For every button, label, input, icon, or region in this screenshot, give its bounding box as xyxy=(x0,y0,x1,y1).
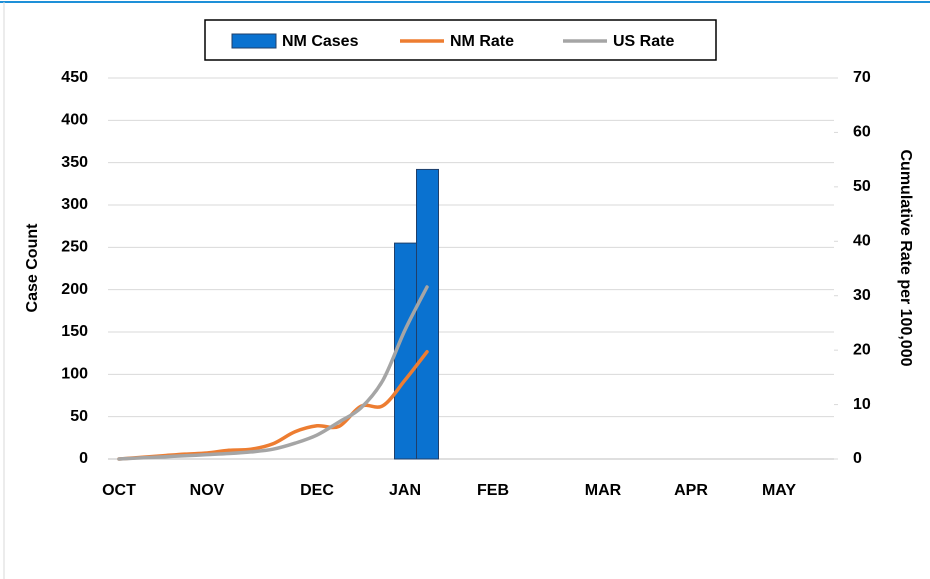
y2-tick-label: 40 xyxy=(853,233,871,250)
y-tick-label: 200 xyxy=(61,281,88,298)
y2-tick-label: 30 xyxy=(853,287,871,304)
y-tick-label: 150 xyxy=(61,323,88,340)
x-tick-label: DEC xyxy=(300,482,334,499)
y2-tick-label: 0 xyxy=(853,450,862,467)
y-tick-label: 300 xyxy=(61,196,88,213)
legend-label: NM Cases xyxy=(282,33,359,50)
y2-axis-label: Cumulative Rate per 100,000 xyxy=(897,150,914,367)
x-tick-label: MAR xyxy=(585,482,622,499)
y-axis-label: Case Count xyxy=(24,223,41,313)
x-tick-label: NOV xyxy=(190,482,225,499)
y-tick-label: 250 xyxy=(61,239,88,256)
x-tick-label: OCT xyxy=(102,482,136,499)
y-tick-label: 350 xyxy=(61,154,88,171)
y-tick-label: 400 xyxy=(61,112,88,129)
line xyxy=(117,285,429,461)
legend-label: NM Rate xyxy=(450,33,514,50)
y2-tick-label: 20 xyxy=(853,341,871,358)
y-tick-label: 50 xyxy=(70,408,88,425)
x-tick-label: JAN xyxy=(389,482,421,499)
x-tick-label: APR xyxy=(674,482,708,499)
y-tick-label: 0 xyxy=(79,450,88,467)
line xyxy=(117,350,429,461)
y2-tick-label: 50 xyxy=(853,178,871,195)
legend-box xyxy=(204,19,717,61)
legend-label: US Rate xyxy=(613,33,674,50)
y-tick-label: 100 xyxy=(61,366,88,383)
bar xyxy=(416,168,439,460)
legend-swatch xyxy=(231,33,277,49)
y2-tick-label: 10 xyxy=(853,396,871,413)
y2-tick-label: 70 xyxy=(853,69,871,86)
y-tick-label: 450 xyxy=(61,69,88,86)
y2-tick-label: 60 xyxy=(853,124,871,141)
x-tick-label: MAY xyxy=(762,482,796,499)
x-tick-label: FEB xyxy=(477,482,509,499)
